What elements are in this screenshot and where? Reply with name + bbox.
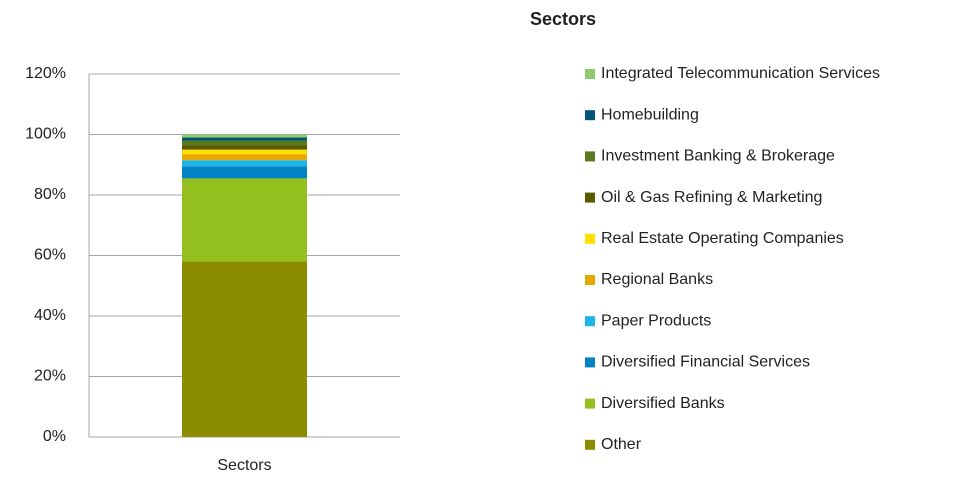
legend-swatch: [585, 275, 595, 285]
bar-segment: [182, 178, 307, 262]
legend-swatch: [585, 357, 595, 368]
bar-segment: [182, 145, 307, 150]
legend-label: Regional Banks: [601, 271, 713, 288]
legend-swatch: [585, 233, 595, 244]
chart-title: Sectors: [530, 9, 596, 29]
legend-swatch: [585, 151, 595, 162]
legend-swatch: [585, 110, 595, 121]
y-tick-label: 20%: [34, 368, 66, 385]
legend-label: Oil & Gas Refining & Marketing: [601, 189, 822, 206]
legend-label: Diversified Banks: [601, 395, 725, 412]
bar-segment: [182, 160, 307, 167]
legend-swatch: [585, 398, 595, 409]
bar-segment: [182, 261, 307, 437]
bar-segment: [182, 140, 307, 146]
legend-label: Diversified Financial Services: [601, 354, 810, 371]
bar-segment: [182, 149, 307, 155]
y-tick-label: 80%: [34, 186, 66, 203]
legend-label: Homebuilding: [601, 106, 699, 123]
bar-segment: [182, 166, 307, 179]
y-tick-label: 120%: [25, 65, 66, 82]
y-tick-label: 0%: [43, 428, 66, 445]
y-tick-label: 60%: [34, 247, 66, 264]
bar-segment: [182, 134, 307, 138]
y-tick-label: 40%: [34, 307, 66, 324]
bar-segment: [182, 137, 307, 141]
legend-swatch: [585, 192, 595, 203]
legend-label: Integrated Telecommunication Services: [601, 65, 880, 82]
legend-label: Real Estate Operating Companies: [601, 230, 844, 247]
legend-label: Paper Products: [601, 312, 711, 329]
x-tick-label: Sectors: [217, 457, 271, 474]
legend-label: Investment Banking & Brokerage: [601, 148, 835, 165]
legend-label: Other: [601, 436, 642, 453]
legend-swatch: [585, 439, 595, 450]
legend-swatch: [585, 69, 595, 79]
bar-segment: [182, 154, 307, 161]
legend-swatch: [585, 316, 595, 327]
y-tick-label: 100%: [25, 126, 66, 143]
